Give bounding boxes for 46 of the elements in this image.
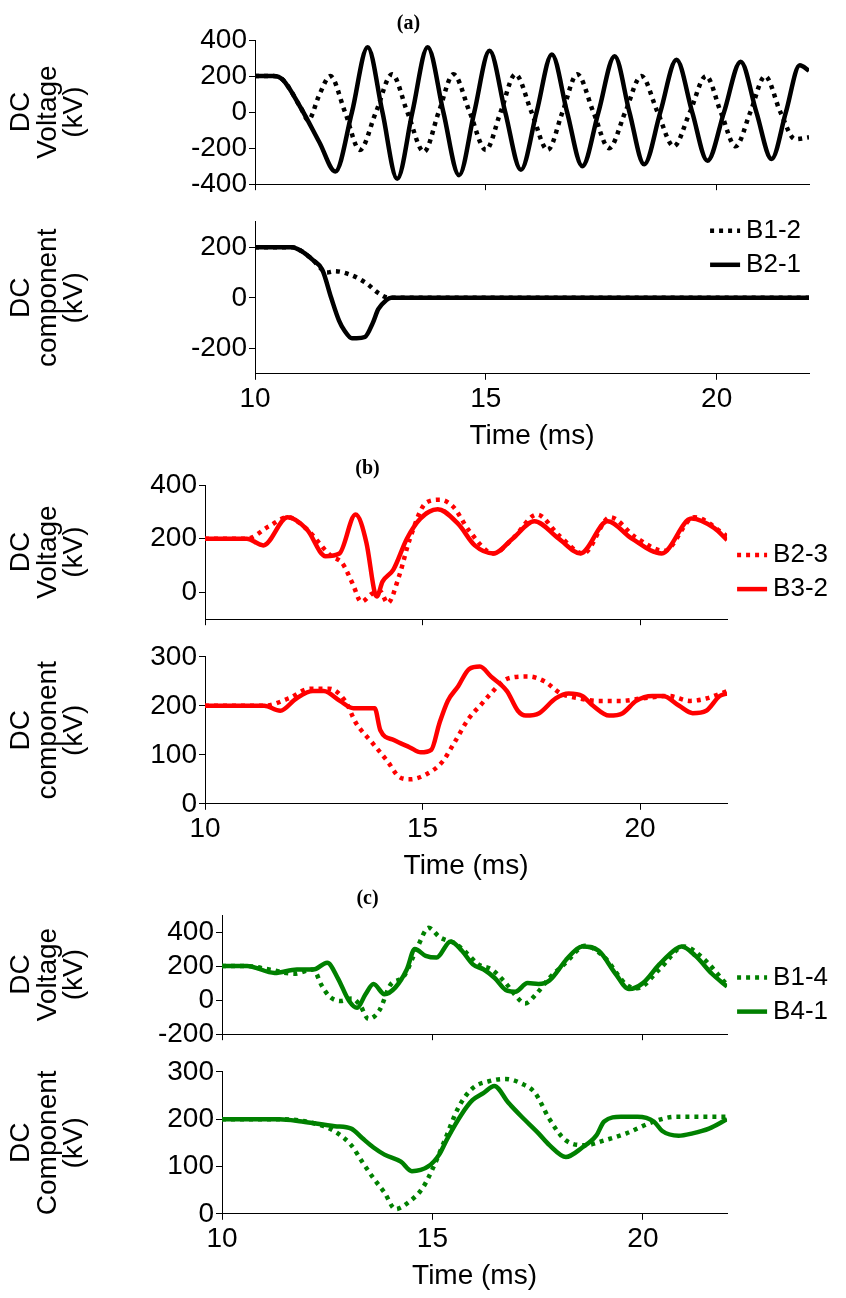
y-axis-title: DC Voltage (kV) bbox=[4, 505, 89, 599]
legend-label: B1-4 bbox=[773, 960, 828, 991]
y-tick-label: 0 bbox=[198, 982, 214, 1014]
x-tick-label: 20 bbox=[624, 812, 656, 844]
y-tick-label: 0 bbox=[181, 575, 197, 607]
legend-label: B2-1 bbox=[746, 247, 801, 278]
y-tick-label: 200 bbox=[200, 229, 247, 261]
y-axis-title: DC Voltage (kV) bbox=[4, 927, 89, 1022]
chart-title: (c) bbox=[356, 886, 379, 910]
x-axis-title: Time (ms) bbox=[469, 418, 595, 450]
x-tick-label: 15 bbox=[416, 1222, 449, 1254]
legend-label: B3-2 bbox=[773, 572, 828, 603]
y-tick-label: -200 bbox=[190, 331, 247, 363]
y-tick-label: 400 bbox=[150, 467, 197, 499]
y-tick-label: 400 bbox=[200, 22, 247, 54]
x-tick-label: 10 bbox=[239, 382, 271, 414]
chart-title: (b) bbox=[355, 456, 380, 480]
y-tick-label: -400 bbox=[190, 166, 247, 198]
legend-label: B2-3 bbox=[773, 538, 828, 569]
y-tick-label: 0 bbox=[231, 94, 247, 126]
x-tick-label: 15 bbox=[406, 812, 439, 844]
y-tick-label: 200 bbox=[150, 521, 197, 553]
chart-title: (a) bbox=[396, 11, 421, 35]
y-axis-title: DC component (kV) bbox=[4, 228, 89, 368]
y-tick-label: 400 bbox=[167, 914, 214, 946]
x-axis-title: Time (ms) bbox=[403, 848, 529, 880]
y-tick-label: 300 bbox=[167, 1054, 214, 1086]
legend-label: B1-2 bbox=[746, 213, 801, 244]
y-axis-title: DC component (kV) bbox=[4, 660, 89, 800]
x-axis-title: Time (ms) bbox=[412, 1258, 538, 1290]
y-tick-label: 100 bbox=[150, 737, 197, 769]
legend-label: B4-1 bbox=[773, 994, 828, 1025]
y-tick-label: 200 bbox=[200, 58, 247, 90]
y-axis-title: DC Voltage (kV) bbox=[4, 65, 89, 159]
y-tick-label: -200 bbox=[190, 130, 247, 162]
y-tick-label: 300 bbox=[150, 639, 197, 671]
y-axis-title: DC Component (kV) bbox=[4, 1070, 89, 1216]
y-tick-label: -200 bbox=[157, 1016, 214, 1048]
y-tick-label: 0 bbox=[231, 280, 247, 312]
y-tick-label: 100 bbox=[167, 1149, 214, 1181]
y-tick-label: 200 bbox=[167, 948, 214, 980]
x-tick-label: 15 bbox=[470, 382, 502, 414]
x-tick-label: 20 bbox=[701, 382, 733, 414]
y-tick-label: 200 bbox=[150, 688, 197, 720]
y-tick-label: 200 bbox=[167, 1101, 214, 1133]
x-tick-label: 20 bbox=[627, 1222, 659, 1254]
